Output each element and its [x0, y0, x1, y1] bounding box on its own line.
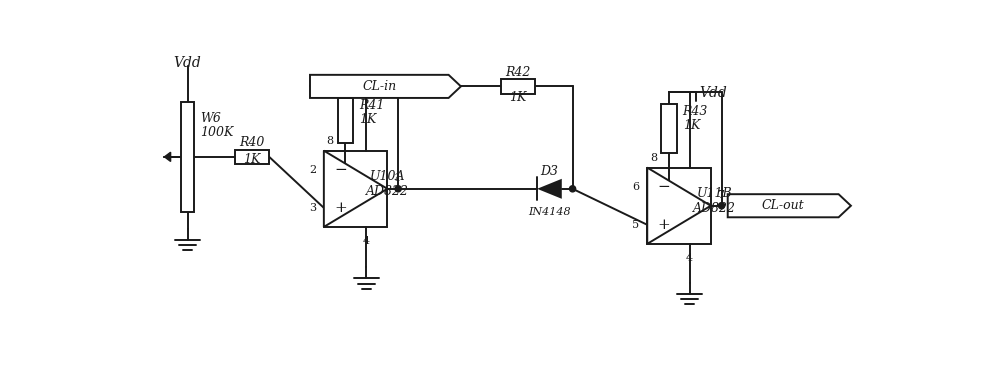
Text: AD822: AD822: [693, 202, 736, 215]
Bar: [235, 150, 269, 164]
Text: 5: 5: [632, 220, 640, 230]
Text: 1K: 1K: [509, 91, 527, 103]
Text: CL-in: CL-in: [362, 80, 396, 93]
Text: Vdd: Vdd: [174, 55, 201, 69]
Bar: [501, 79, 535, 94]
Text: 3: 3: [309, 203, 316, 213]
Polygon shape: [647, 168, 711, 244]
Circle shape: [569, 186, 576, 192]
Polygon shape: [324, 151, 387, 227]
Text: U11B: U11B: [696, 187, 732, 200]
Text: 4: 4: [686, 253, 693, 263]
Text: 4: 4: [363, 236, 370, 246]
Text: 1K: 1K: [683, 119, 700, 132]
Bar: [324, 151, 387, 227]
Bar: [181, 102, 194, 212]
Text: −: −: [658, 180, 671, 194]
Bar: [338, 98, 353, 143]
Text: +: +: [658, 218, 671, 232]
Text: R43: R43: [683, 105, 708, 118]
Text: R40: R40: [240, 137, 265, 149]
Text: D3: D3: [540, 166, 558, 178]
Bar: [661, 104, 677, 153]
Text: CL-out: CL-out: [762, 199, 804, 212]
Bar: [647, 168, 711, 244]
Circle shape: [395, 186, 401, 192]
Polygon shape: [537, 179, 562, 199]
Text: 8: 8: [650, 153, 657, 163]
Text: 1K: 1K: [244, 153, 261, 166]
Text: 1K: 1K: [359, 113, 377, 126]
Text: AD822: AD822: [366, 185, 409, 199]
Text: W6: W6: [200, 112, 221, 125]
Text: R42: R42: [505, 66, 531, 79]
Polygon shape: [728, 194, 851, 217]
Text: R41: R41: [359, 99, 385, 112]
Text: Vdd: Vdd: [699, 86, 727, 100]
Text: +: +: [334, 201, 347, 215]
Text: 7: 7: [717, 190, 724, 200]
Text: 1: 1: [394, 172, 401, 183]
Polygon shape: [164, 152, 171, 161]
Text: −: −: [334, 163, 347, 177]
Circle shape: [718, 203, 725, 209]
Text: U10A: U10A: [370, 170, 406, 183]
Text: 8: 8: [326, 136, 334, 146]
Text: 2: 2: [309, 165, 316, 175]
Text: 100K: 100K: [200, 126, 233, 139]
Text: IN4148: IN4148: [528, 207, 571, 217]
Polygon shape: [310, 75, 461, 98]
Text: 6: 6: [632, 182, 640, 192]
